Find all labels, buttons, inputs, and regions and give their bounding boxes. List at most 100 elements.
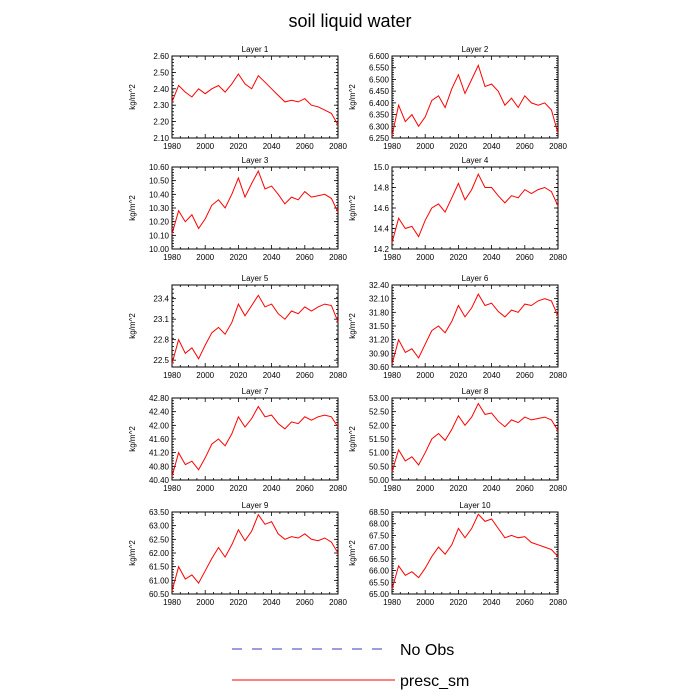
y-tick-label: 65.50	[369, 578, 390, 587]
panel-title: Layer 5	[242, 274, 269, 283]
x-tick-label: 2020	[230, 598, 248, 607]
y-tick-label: 10.40	[149, 190, 170, 199]
panel-title: Layer 4	[462, 156, 489, 165]
x-tick-label: 1980	[383, 253, 401, 262]
y-tick-label: 10.60	[149, 163, 170, 172]
y-tick-label: 52.50	[369, 408, 390, 417]
y-tick-label: 14.4	[373, 225, 389, 234]
panel-title: Layer 9	[242, 501, 269, 510]
series-line-presc-sm	[391, 64, 559, 136]
x-tick-label: 2080	[549, 253, 567, 262]
panel-9: Layer 9 1980 2000 2020 2040 2060 2080 60.50 61.0…	[128, 501, 347, 607]
panel-frame	[171, 55, 339, 139]
y-tick-label: 2.60	[153, 52, 169, 61]
y-tick-label: 60.50	[149, 590, 170, 599]
series-line-presc-sm	[171, 513, 339, 592]
y-tick-label: 15.0	[373, 163, 389, 172]
x-tick-label: 2020	[230, 142, 248, 151]
x-tick-label: 1980	[383, 598, 401, 607]
y-tick-label: 68.00	[369, 520, 390, 529]
y-axis-label: kg/m^2	[348, 426, 357, 452]
y-tick-label: 65.00	[369, 590, 390, 599]
y-tick-label: 2.50	[153, 68, 169, 77]
y-tick-label: 6.250	[369, 134, 390, 143]
y-tick-label: 50.50	[369, 462, 390, 471]
y-tick-label: 51.50	[369, 435, 390, 444]
panel-title: Layer 10	[459, 501, 491, 510]
x-tick-label: 2000	[416, 484, 434, 493]
panel-title: Layer 1	[242, 45, 269, 54]
x-tick-label: 2040	[263, 142, 281, 151]
x-tick-label: 2040	[483, 371, 501, 380]
y-tick-label: 68.50	[369, 508, 390, 517]
x-tick-label: 2000	[416, 253, 434, 262]
x-tick-label: 2060	[516, 598, 534, 607]
y-tick-label: 63.00	[149, 522, 170, 531]
y-tick-label: 50.00	[369, 476, 390, 485]
panel-3: Layer 3 1980 2000 2020 2040 2060 2080 10.00 10.1…	[128, 156, 347, 262]
legend-label-presc-sm: presc_sm	[400, 673, 469, 690]
y-axis-label: kg/m^2	[128, 84, 137, 110]
panel-4: Layer 4 1980 2000 2020 2040 2060 2080 14.2 14.4 1…	[348, 156, 567, 262]
y-tick-label: 42.40	[149, 408, 170, 417]
panel-frame	[391, 55, 559, 139]
x-tick-label: 2020	[450, 253, 468, 262]
panel-frame	[171, 284, 339, 368]
x-tick-label: 2040	[263, 598, 281, 607]
y-tick-label: 10.20	[149, 218, 170, 227]
x-tick-label: 2060	[516, 253, 534, 262]
y-tick-label: 40.80	[149, 462, 170, 471]
x-tick-label: 2080	[329, 484, 347, 493]
panel-title: Layer 6	[462, 274, 489, 283]
panel-title: Layer 7	[242, 387, 269, 396]
series-line-presc-sm	[171, 294, 339, 364]
y-tick-label: 30.90	[369, 349, 390, 358]
x-tick-label: 2060	[296, 253, 314, 262]
x-tick-label: 2080	[329, 371, 347, 380]
x-tick-label: 1980	[383, 142, 401, 151]
x-tick-label: 2000	[196, 371, 214, 380]
panel-8: Layer 8 1980 2000 2020 2040 2060 2080 50.00 50.5…	[348, 387, 567, 493]
x-tick-label: 2080	[329, 598, 347, 607]
x-tick-label: 2020	[230, 484, 248, 493]
x-tick-label: 2080	[549, 484, 567, 493]
y-tick-label: 14.6	[373, 204, 389, 213]
y-tick-label: 61.00	[149, 576, 170, 585]
x-tick-label: 1980	[383, 371, 401, 380]
x-tick-label: 2040	[483, 484, 501, 493]
y-tick-label: 2.40	[153, 85, 169, 94]
y-tick-label: 31.50	[369, 322, 390, 331]
panel-frame	[391, 511, 559, 595]
y-axis-label: kg/m^2	[348, 313, 357, 339]
y-tick-label: 6.450	[369, 87, 390, 96]
y-tick-label: 66.00	[369, 567, 390, 576]
x-tick-label: 2060	[296, 598, 314, 607]
y-tick-label: 62.00	[149, 549, 170, 558]
y-tick-label: 30.60	[369, 363, 390, 372]
x-tick-label: 2080	[549, 598, 567, 607]
panel-10: Layer 10 1980 2000 2020 2040 2060 2080 65.00 65.…	[348, 501, 567, 607]
panel-title: Layer 3	[242, 156, 269, 165]
y-tick-label: 10.00	[149, 245, 170, 254]
y-axis-label: kg/m^2	[128, 540, 137, 566]
x-tick-label: 2080	[329, 253, 347, 262]
y-tick-label: 66.50	[369, 555, 390, 564]
y-tick-label: 41.60	[149, 435, 170, 444]
y-tick-label: 6.400	[369, 99, 390, 108]
panel-title: Layer 8	[462, 387, 489, 396]
y-tick-label: 22.5	[153, 356, 169, 365]
series-line-presc-sm	[391, 173, 559, 243]
y-tick-label: 23.4	[153, 295, 169, 304]
y-tick-label: 53.00	[369, 394, 390, 403]
legend-label-no-obs: No Obs	[400, 642, 454, 659]
y-axis-label: kg/m^2	[348, 195, 357, 221]
panel-frame	[391, 166, 559, 250]
y-tick-label: 67.00	[369, 543, 390, 552]
y-tick-label: 10.30	[149, 204, 170, 213]
y-axis-label: kg/m^2	[128, 313, 137, 339]
panel-frame	[171, 166, 339, 250]
series-line-presc-sm	[391, 293, 559, 365]
x-tick-label: 2020	[450, 484, 468, 493]
x-tick-label: 2020	[230, 253, 248, 262]
y-tick-label: 63.50	[149, 508, 170, 517]
